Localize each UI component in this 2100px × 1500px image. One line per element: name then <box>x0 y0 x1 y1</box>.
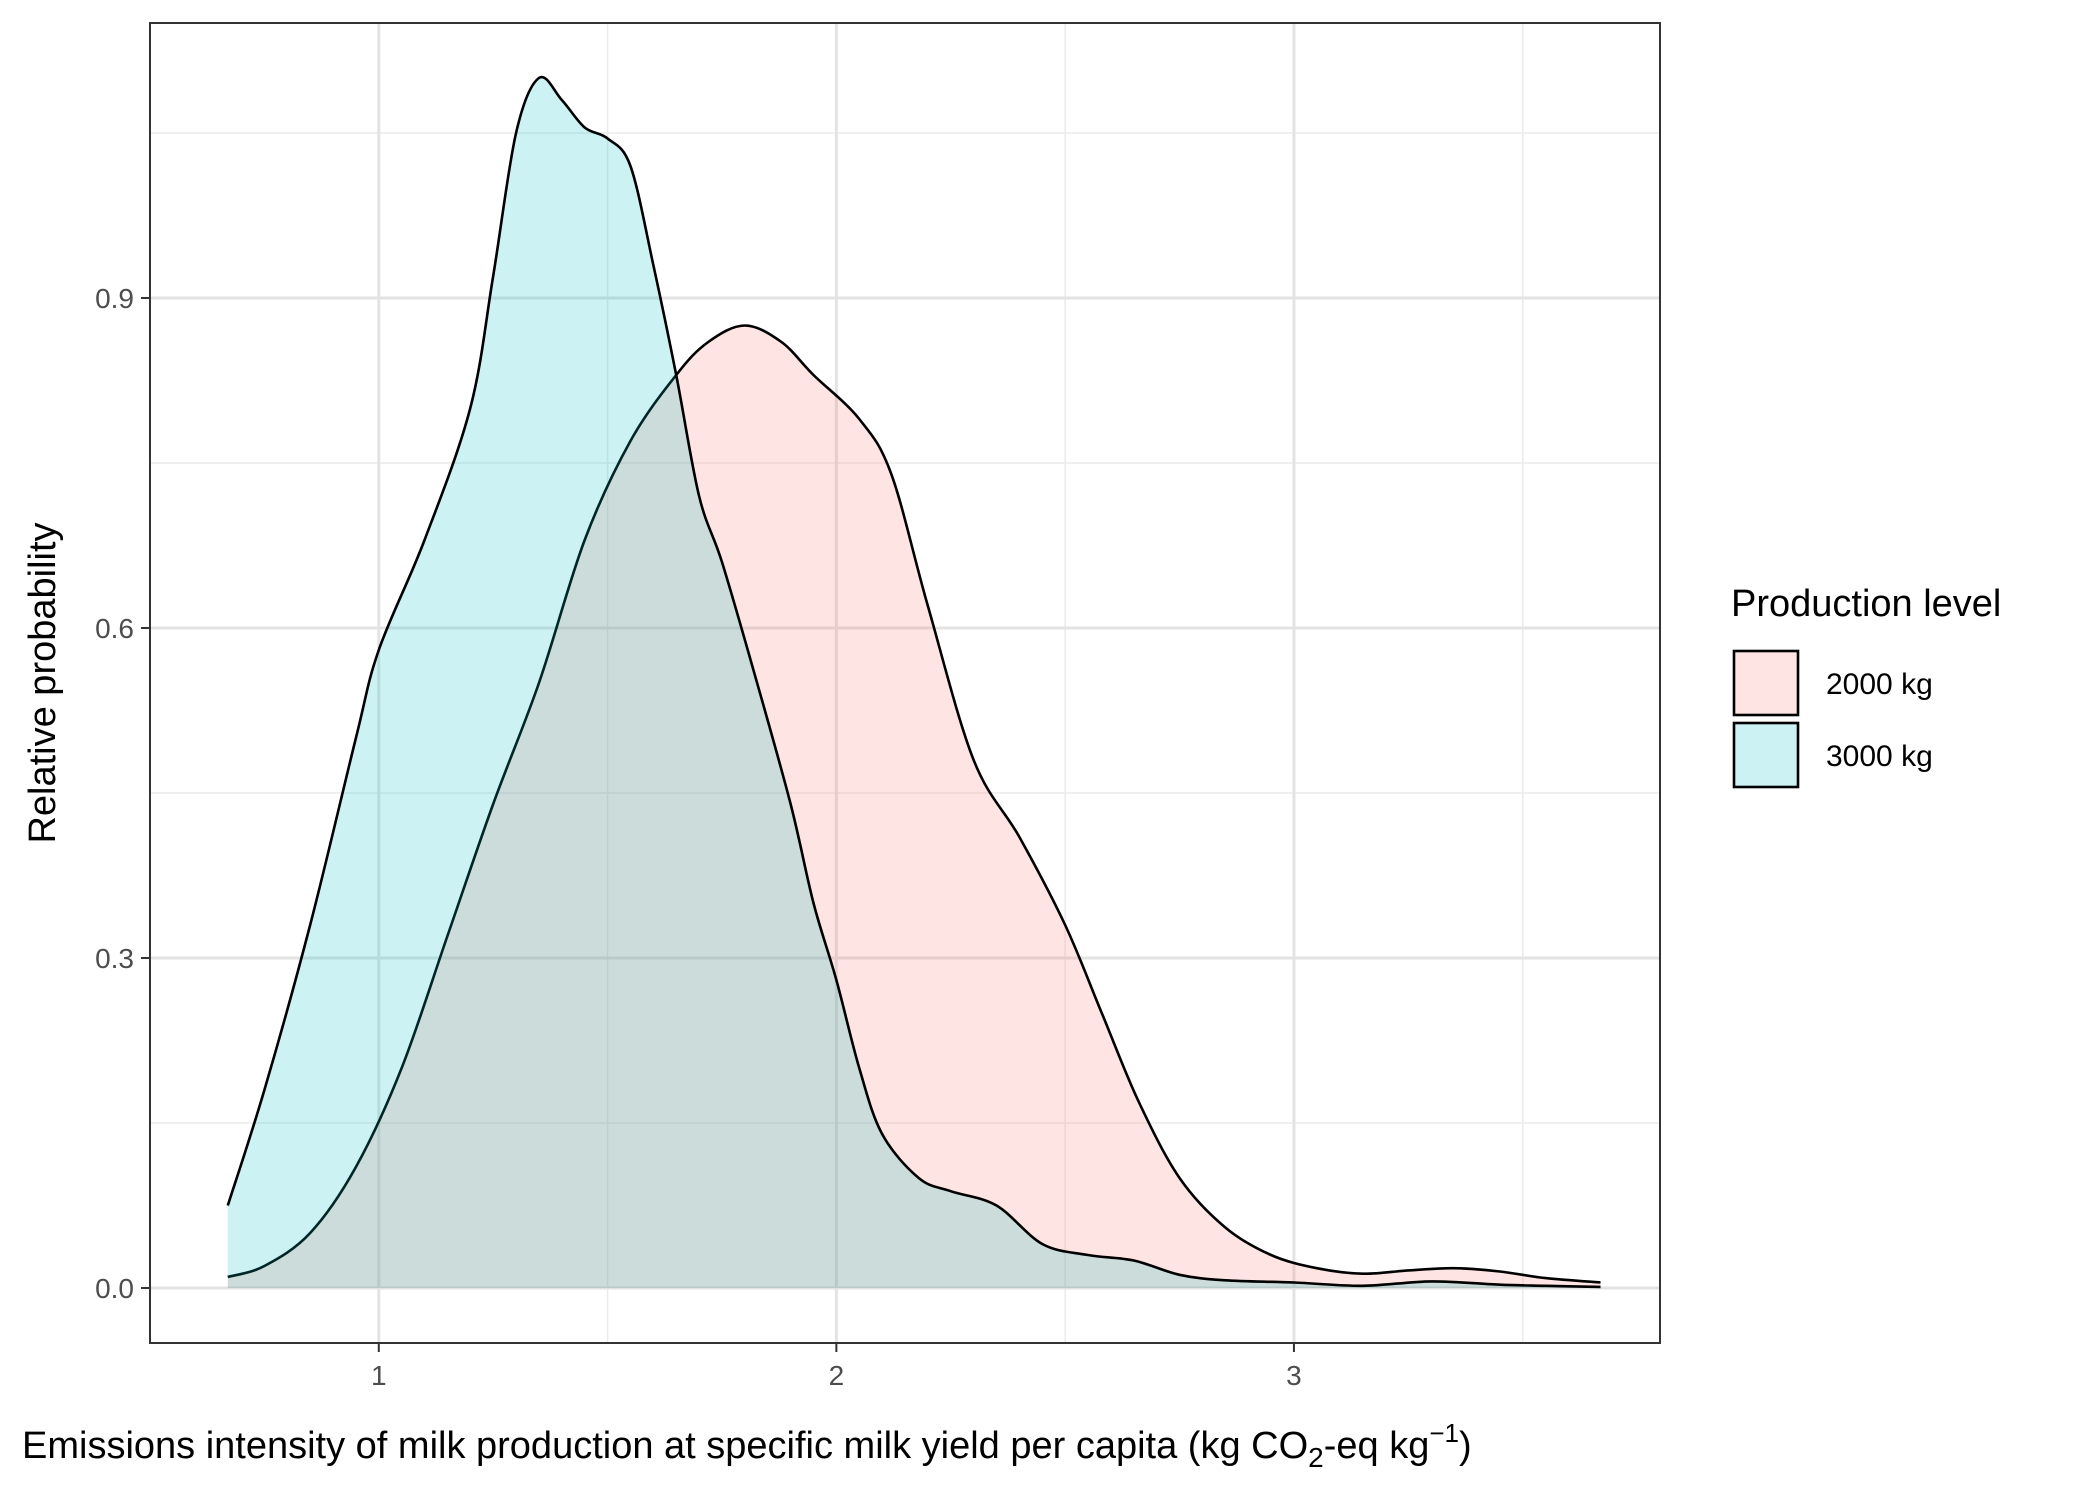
y-tick-labels: 0.0 0.3 0.6 0.9 <box>95 283 134 1304</box>
y-axis-title: Relative probability <box>22 522 64 843</box>
density-area-2000-kg <box>227 325 1601 1288</box>
x-axis-title-main: Emissions intensity of milk production a… <box>22 1425 1308 1467</box>
x-axis-title-end: ) <box>1459 1425 1472 1467</box>
density-area-3000-kg <box>227 77 1601 1288</box>
x-axis-title: Emissions intensity of milk production a… <box>22 1418 1472 1473</box>
density-line-2000-kg <box>227 324 1601 1284</box>
x-tick-label: 1 <box>371 1360 387 1391</box>
x-axis-title-subscript: 2 <box>1308 1442 1324 1473</box>
plot-border <box>149 22 1661 1344</box>
legend-key-3000-kg <box>1732 721 1800 789</box>
major-gridlines <box>150 23 1660 1343</box>
legend-key-bg-2000-kg <box>1733 650 1799 716</box>
x-axis-title-superscript: −1 <box>1429 1418 1459 1448</box>
x-tick-label: 2 <box>829 1360 845 1391</box>
legend-items: 2000 kg 3000 kg <box>1732 649 1933 789</box>
legend-label-2000-kg: 2000 kg <box>1826 668 1933 701</box>
y-tick-label: 0.9 <box>95 283 134 314</box>
y-tick-label: 0.0 <box>95 1273 134 1304</box>
y-tick-label: 0.3 <box>95 943 134 974</box>
density-line-3000-kg <box>226 75 1601 1289</box>
minor-gridlines <box>150 23 1660 1343</box>
x-axis-title-mid: -eq kg <box>1324 1425 1430 1467</box>
legend-key-bg-3000-kg <box>1733 722 1799 788</box>
axis-ticks <box>141 297 1295 1352</box>
legend-label-3000-kg: 3000 kg <box>1826 740 1933 773</box>
x-tick-label: 3 <box>1286 1360 1302 1391</box>
density-series <box>226 75 1601 1289</box>
legend-title: Production level <box>1731 583 2001 625</box>
legend: Production level 2000 kg 3000 kg <box>1731 583 2001 789</box>
legend-key-2000-kg <box>1732 649 1800 717</box>
x-tick-labels: 1 2 3 <box>371 1360 1302 1391</box>
y-tick-label: 0.6 <box>95 613 134 644</box>
